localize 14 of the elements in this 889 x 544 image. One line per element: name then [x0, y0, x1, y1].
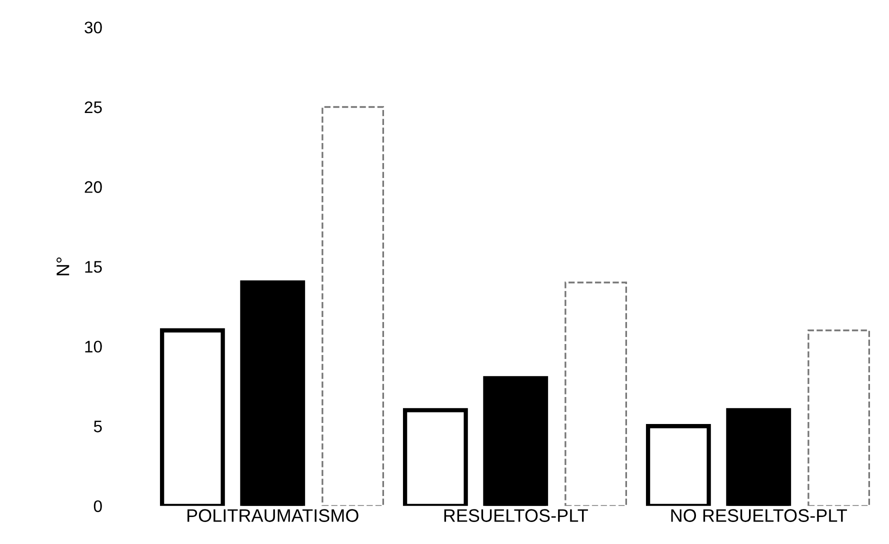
- y-tick-label: 5: [94, 420, 102, 432]
- y-tick-label: 10: [85, 340, 102, 353]
- bar: [322, 106, 384, 506]
- bar: [808, 330, 870, 506]
- y-tick-label: 30: [84, 22, 102, 34]
- x-tick-label: RESUELTOS-PLT: [444, 509, 588, 522]
- y-tick-label: 25: [84, 101, 102, 114]
- x-tick-label: NO RESUELTOS-PLT: [671, 509, 848, 522]
- y-tick-label: 0: [94, 500, 102, 512]
- y-tick-label: 20: [84, 181, 102, 193]
- y-axis-title: N°: [56, 258, 70, 276]
- bar: [564, 282, 628, 506]
- y-tick-label: 15: [85, 261, 102, 273]
- x-tick-label: POLITRAUMATISMO: [188, 509, 358, 522]
